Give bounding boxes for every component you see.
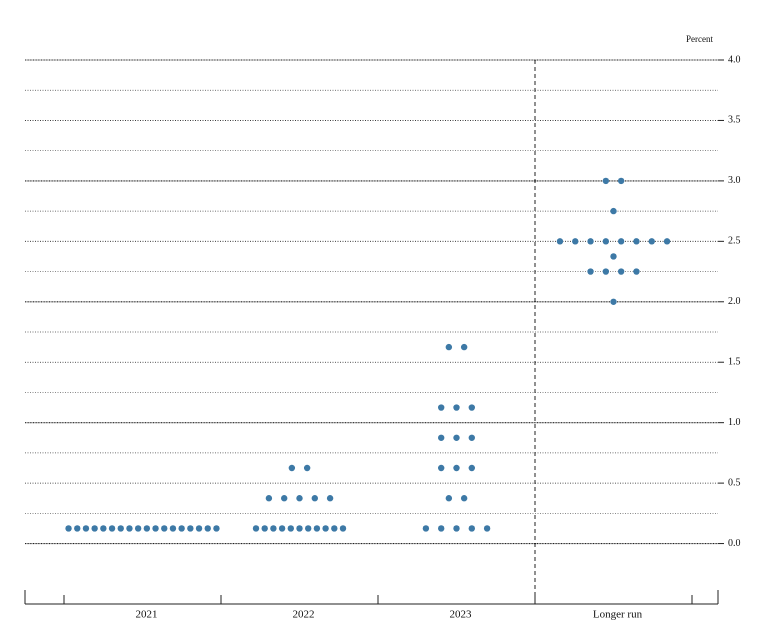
- dot: [648, 238, 655, 245]
- dot: [82, 525, 90, 532]
- dot: [187, 525, 194, 532]
- dot: [556, 238, 564, 245]
- dot: [108, 525, 116, 532]
- dot: [587, 238, 594, 245]
- dot: [278, 525, 286, 532]
- dot: [617, 268, 625, 275]
- dot: [453, 525, 460, 532]
- dot: [468, 525, 475, 532]
- dot: [152, 525, 159, 532]
- y-tick-label: 1.0: [728, 417, 741, 428]
- dot: [633, 268, 640, 275]
- dot: [602, 268, 610, 275]
- dot: [663, 238, 671, 245]
- dot: [296, 495, 303, 502]
- dot: [305, 525, 312, 532]
- y-tick-label: 2.5: [728, 236, 741, 247]
- y-tick-label: 3.0: [728, 175, 741, 186]
- dot: [468, 434, 475, 441]
- dot: [610, 253, 617, 260]
- y-tick-label: 1.5: [728, 357, 741, 368]
- dot: [143, 525, 151, 532]
- dot: [326, 495, 334, 502]
- dot: [617, 177, 625, 185]
- dot: [422, 525, 430, 532]
- dot: [270, 525, 277, 532]
- y-axis-label: Percent: [686, 34, 713, 44]
- dot: [213, 525, 220, 532]
- dot: [610, 298, 617, 305]
- dot: [633, 238, 640, 245]
- dot: [322, 525, 329, 532]
- x-tick-label: 2022: [293, 609, 315, 621]
- dot: [313, 525, 321, 532]
- dot: [161, 525, 168, 532]
- dot: [453, 464, 460, 472]
- dot: [204, 525, 211, 532]
- dot: [572, 238, 579, 245]
- dot: [610, 207, 617, 215]
- dot: [453, 434, 460, 441]
- dot: [602, 238, 610, 245]
- dot: [169, 525, 177, 532]
- y-tick-label: 3.5: [728, 115, 741, 126]
- dot: [281, 495, 288, 502]
- x-tick-label: 2021: [136, 609, 158, 621]
- dot: [587, 268, 594, 275]
- dot: [617, 238, 625, 245]
- dot: [438, 434, 445, 441]
- y-tick-label: 2.0: [728, 296, 741, 307]
- y-tick-label: 0.5: [728, 477, 741, 488]
- dot: [445, 343, 453, 351]
- dot: [117, 525, 124, 532]
- dot: [445, 495, 453, 502]
- dot: [438, 464, 445, 472]
- dot: [195, 525, 203, 532]
- dot: [100, 525, 107, 532]
- dot: [438, 404, 445, 411]
- y-tick-label: 4.0: [728, 54, 741, 65]
- dot: [287, 525, 294, 532]
- dot: [311, 495, 318, 502]
- dot: [339, 525, 347, 532]
- dot: [303, 464, 311, 472]
- dot: [483, 525, 491, 532]
- dot: [126, 525, 133, 532]
- x-tick-label: 2023: [450, 609, 473, 621]
- dot: [91, 525, 98, 532]
- dot: [65, 525, 72, 532]
- dot: [74, 525, 81, 532]
- y-tick-label: 0.0: [728, 538, 741, 549]
- x-tick-label: Longer run: [593, 609, 643, 621]
- dot: [602, 177, 610, 185]
- dot: [468, 464, 475, 472]
- dot: [438, 525, 445, 532]
- dot: [261, 525, 268, 532]
- dot: [252, 525, 260, 532]
- dot: [265, 495, 273, 502]
- dot: [134, 525, 142, 532]
- dot: [453, 404, 460, 411]
- dot: [288, 464, 296, 472]
- dot: [331, 525, 338, 532]
- dot: [178, 525, 185, 532]
- dot: [468, 404, 475, 411]
- dot: [296, 525, 303, 532]
- dot: [460, 495, 468, 502]
- dot: [460, 343, 468, 351]
